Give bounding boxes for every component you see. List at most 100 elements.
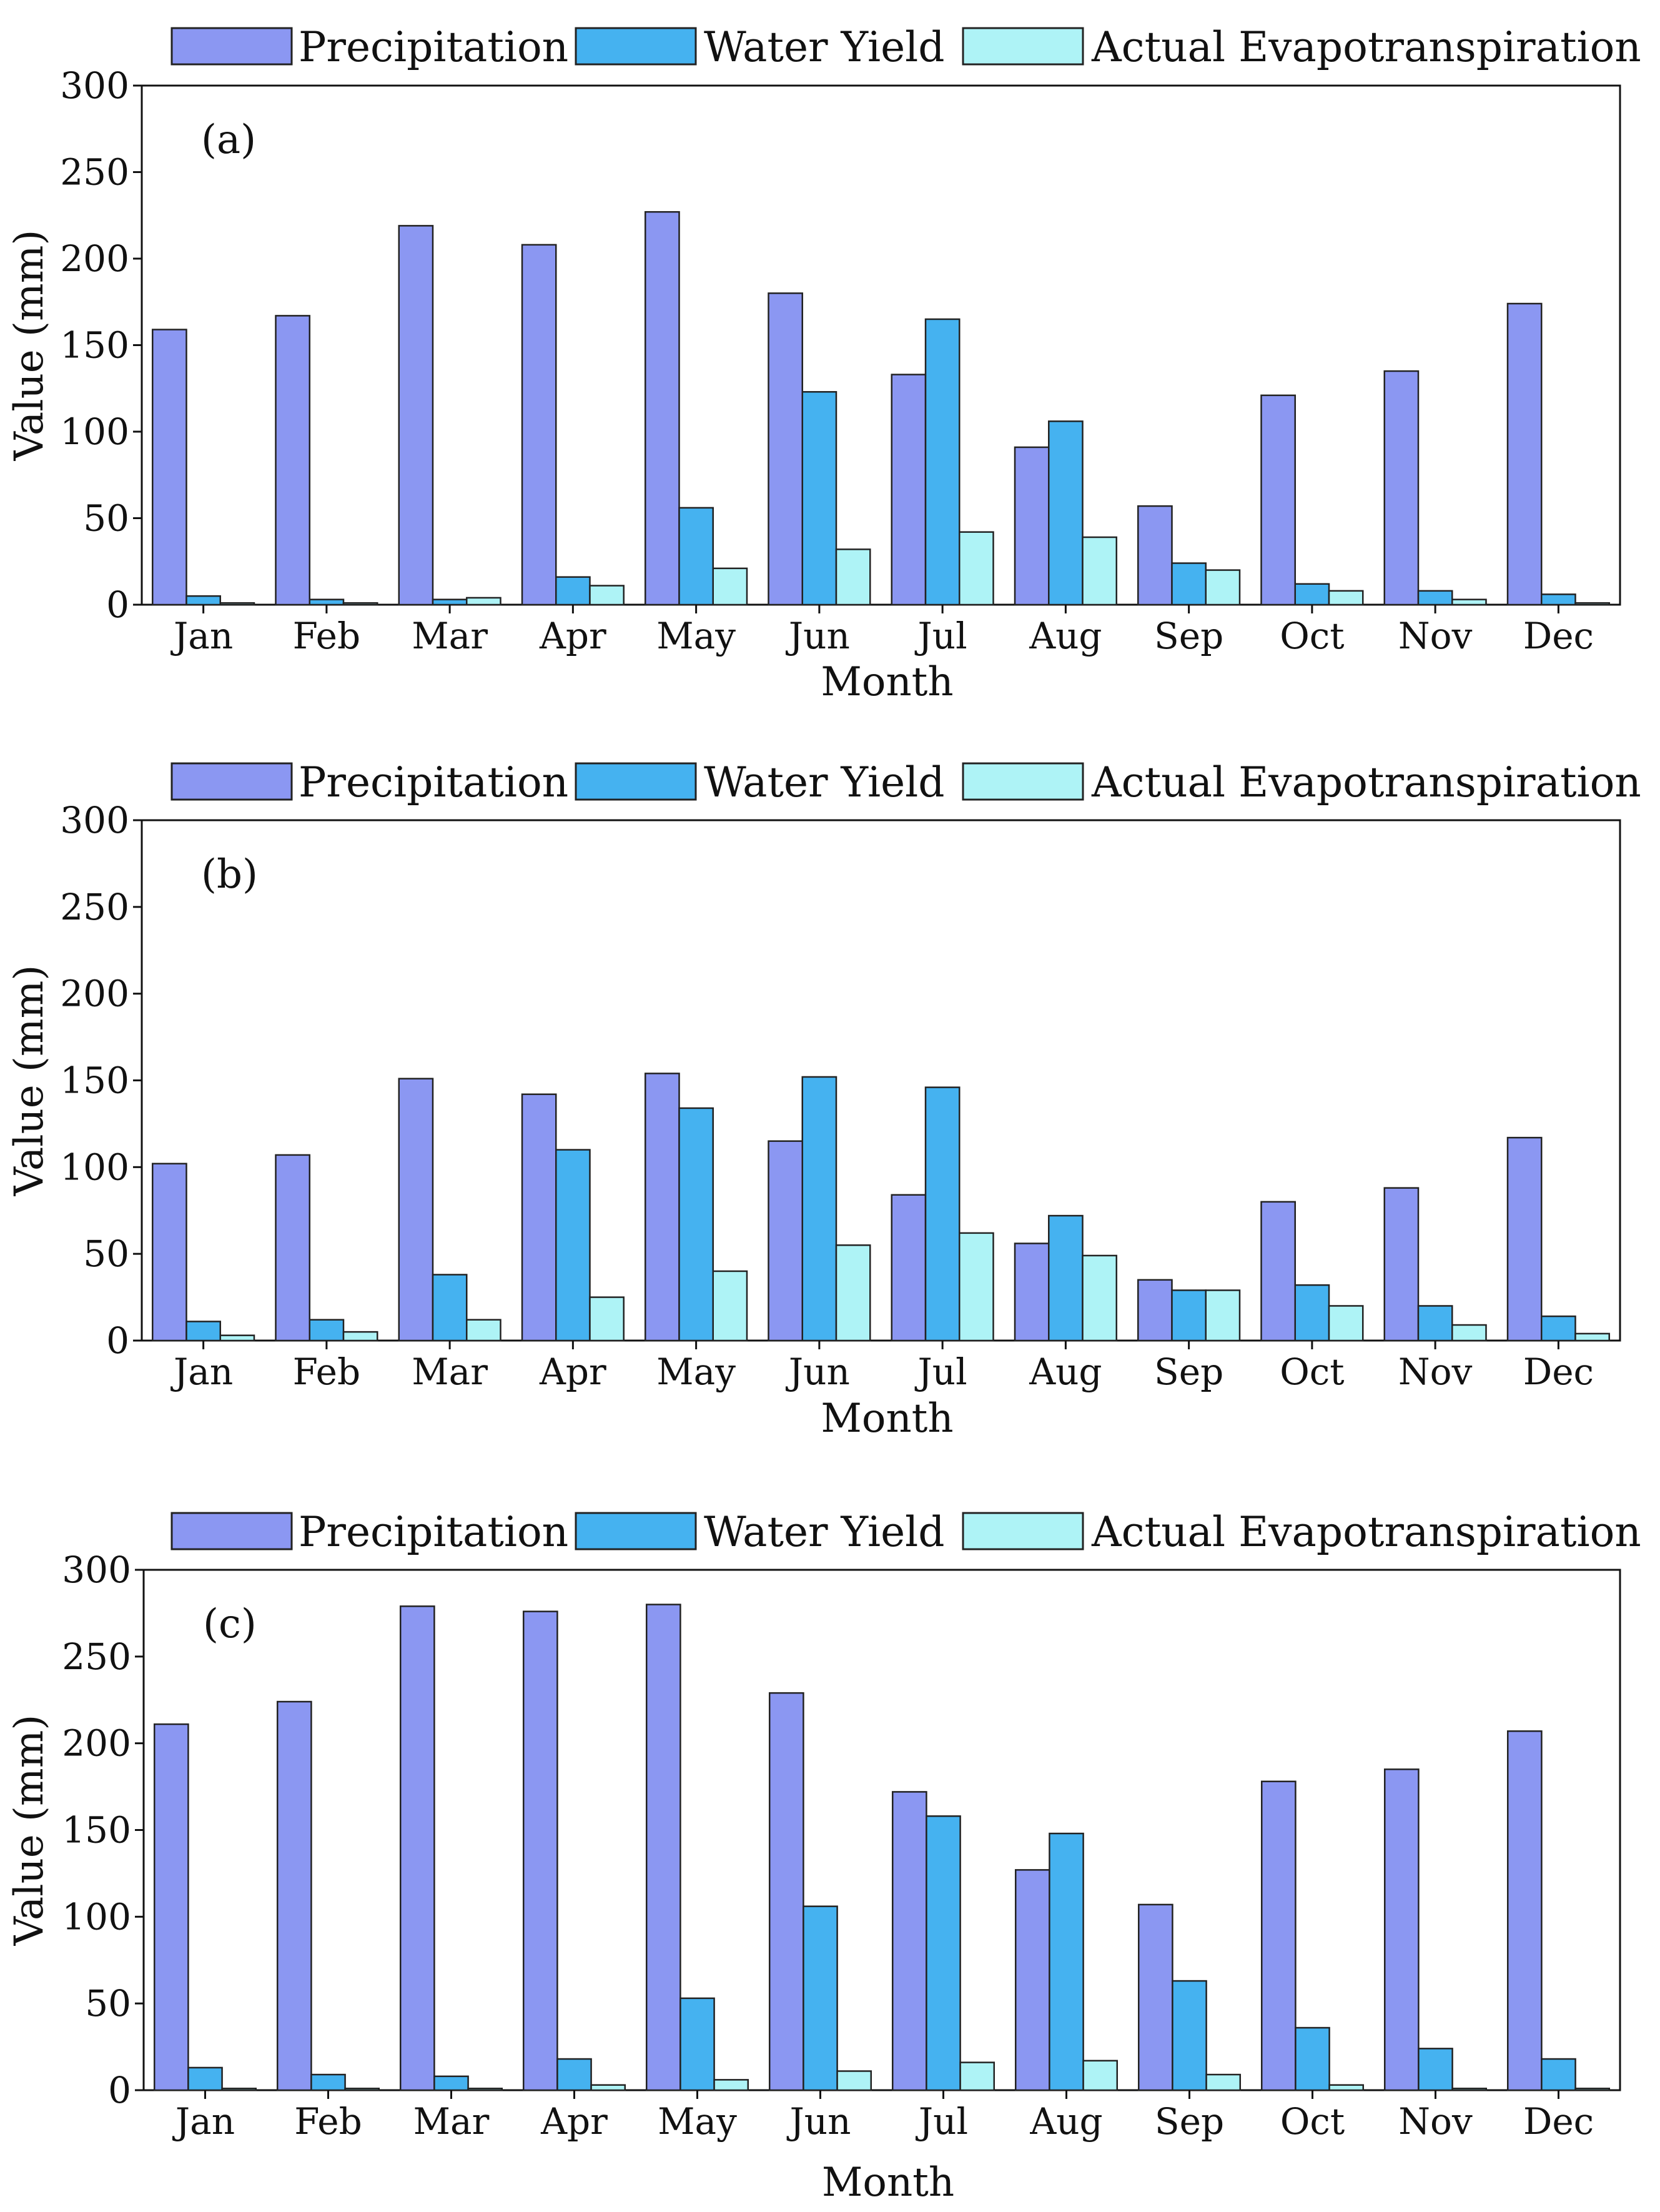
x-tick-label: Nov [1398, 1351, 1473, 1393]
bar-mar-series-3 [465, 1319, 501, 1342]
legend-swatch-3 [962, 762, 1084, 801]
bar-may-series-3 [713, 2079, 749, 2091]
y-tick-label: 0 [108, 2069, 131, 2111]
bar-jul-series-3 [958, 1232, 994, 1342]
x-tick-label: Feb [293, 1351, 361, 1393]
bar-oct-series-2 [1295, 2026, 1330, 2091]
bar-jul-series-1 [891, 1791, 927, 2091]
y-tick-label: 300 [62, 1549, 131, 1591]
x-tick-label: Apr [540, 2100, 608, 2143]
y-tick-label: 300 [60, 799, 129, 841]
bar-jan-series-2 [187, 2066, 223, 2091]
bar-jun-series-3 [835, 1244, 871, 1342]
bar-dec-series-1 [1506, 1730, 1543, 2091]
bar-mar-series-1 [398, 225, 434, 606]
bar-may-series-1 [645, 1604, 681, 2091]
bar-feb-series-1 [275, 1154, 311, 1342]
y-tick-label: 150 [62, 1809, 131, 1852]
bar-dec-series-3 [1574, 2087, 1611, 2091]
bar-sep-series-1 [1137, 1903, 1173, 2091]
bar-sep-series-3 [1205, 569, 1241, 606]
x-tick-label: Aug [1029, 615, 1102, 657]
bar-may-series-2 [679, 1997, 715, 2091]
bar-feb-series-1 [275, 315, 311, 606]
bar-jan-series-2 [185, 595, 221, 606]
bar-aug-series-3 [1082, 1254, 1117, 1342]
x-axis-title: Month [822, 2160, 954, 2206]
bar-nov-series-3 [1451, 2087, 1488, 2091]
bar-jul-series-2 [924, 1086, 961, 1342]
bar-jun-series-3 [836, 2070, 872, 2091]
legend: Precipitation Water Yield Actual Evapotran… [170, 758, 1641, 806]
bar-aug-series-2 [1048, 420, 1084, 606]
bar-apr-series-1 [521, 1093, 557, 1342]
bar-sep-series-1 [1137, 1279, 1173, 1342]
legend-swatch-3 [962, 1512, 1084, 1550]
x-tick-label: Aug [1029, 2100, 1102, 2143]
x-tick-label: May [656, 615, 736, 657]
bar-jun-series-1 [768, 292, 804, 606]
bar-aug-series-1 [1014, 1242, 1050, 1342]
bar-dec-series-3 [1574, 602, 1610, 606]
legend-label-2: Water Yield [704, 758, 945, 806]
x-tick-label: Apr [539, 615, 606, 657]
bar-sep-series-2 [1172, 1980, 1207, 2091]
bar-feb-series-3 [342, 602, 378, 606]
bar-jun-series-2 [803, 1905, 838, 2091]
x-tick-label: Jan [170, 1351, 233, 1393]
bar-feb-series-3 [344, 2087, 380, 2091]
bar-oct-series-2 [1294, 583, 1330, 606]
bar-jun-series-2 [801, 391, 837, 606]
bar-sep-series-2 [1171, 1289, 1207, 1342]
x-tick-label: Nov [1398, 2100, 1473, 2143]
panel-label: (a) [201, 117, 256, 163]
x-tick-label: Oct [1280, 2100, 1345, 2143]
legend-swatch-2 [575, 762, 697, 801]
legend: Precipitation Water Yield Actual Evapotran… [170, 1508, 1641, 1556]
legend-swatch-2 [575, 27, 697, 66]
y-tick-label: 100 [60, 410, 129, 453]
bar-mar-series-2 [433, 2075, 469, 2091]
y-tick-label: 250 [62, 1635, 131, 1678]
bar-jun-series-3 [835, 548, 871, 606]
legend-label-1: Precipitation [299, 758, 568, 806]
bar-apr-series-3 [590, 2084, 626, 2091]
legend-label-1: Precipitation [299, 23, 568, 71]
y-tick-label: 0 [106, 1319, 129, 1362]
bar-apr-series-3 [589, 1296, 625, 1342]
bar-sep-series-1 [1137, 505, 1173, 606]
y-tick-label: 50 [85, 1982, 131, 2025]
bar-apr-series-2 [556, 2058, 592, 2091]
y-tick-label: 50 [83, 497, 129, 540]
y-tick-label: 50 [83, 1232, 129, 1275]
x-tick-label: Sep [1155, 2100, 1224, 2143]
bar-nov-series-3 [1451, 598, 1487, 606]
bar-oct-series-1 [1260, 1201, 1297, 1342]
bar-aug-series-2 [1049, 1832, 1084, 2091]
x-tick-label: Jul [915, 1351, 967, 1393]
x-tick-label: Dec [1523, 2100, 1594, 2143]
bar-aug-series-1 [1014, 446, 1050, 606]
bar-jan-series-1 [153, 1723, 189, 2091]
x-tick-label: Jun [786, 1351, 850, 1393]
bar-nov-series-2 [1418, 2048, 1453, 2091]
bar-feb-series-2 [309, 598, 345, 606]
y-axis-title: Value (mm) [6, 1715, 52, 1947]
bar-dec-series-1 [1506, 302, 1543, 606]
x-axis-title: Month [821, 659, 953, 705]
bar-nov-series-1 [1383, 1768, 1420, 2091]
legend-label-1: Precipitation [299, 1508, 568, 1556]
legend-swatch-1 [170, 27, 293, 66]
bar-oct-series-1 [1260, 1780, 1297, 2091]
y-tick-label: 0 [106, 583, 129, 626]
bar-nov-series-1 [1383, 1187, 1420, 1342]
bar-oct-series-1 [1260, 394, 1297, 606]
bar-mar-series-3 [465, 597, 501, 606]
x-tick-label: Jul [915, 615, 967, 657]
bar-mar-series-2 [432, 1274, 468, 1342]
x-tick-label: Dec [1523, 615, 1594, 657]
bar-oct-series-2 [1294, 1284, 1330, 1342]
x-axis-title: Month [821, 1396, 953, 1442]
bar-mar-series-1 [399, 1605, 435, 2091]
bar-dec-series-2 [1541, 1315, 1576, 1342]
